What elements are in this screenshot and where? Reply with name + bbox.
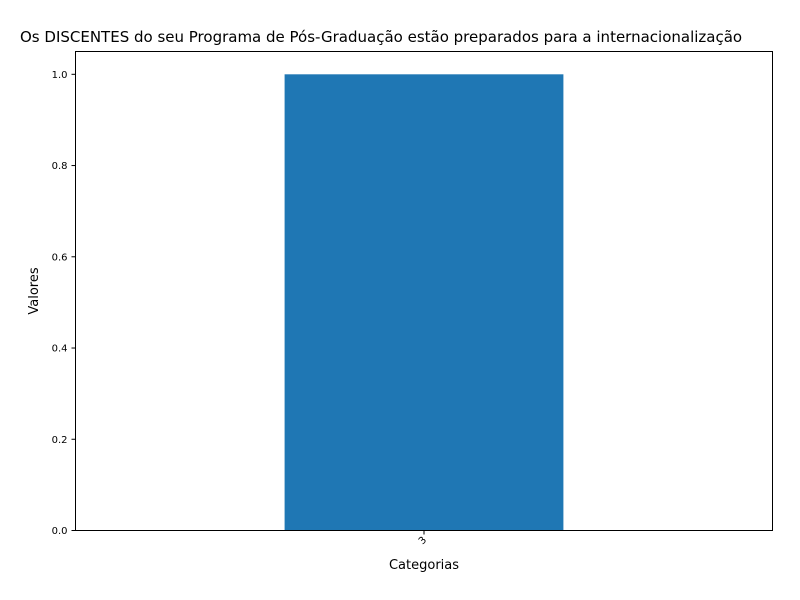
y-tick-label: 1.0 [52, 70, 68, 81]
chart-title: Os DISCENTES do seu Programa de Pós-Grad… [20, 28, 742, 46]
y-tick-label: 0.6 [52, 252, 68, 263]
y-tick-label: 0.8 [52, 161, 68, 172]
y-axis-label: Valores [27, 267, 42, 314]
plot-frame [75, 51, 773, 531]
y-tick-label: 0.4 [52, 344, 68, 355]
bar-3 [284, 74, 564, 531]
x-axis-label: Categorias [389, 558, 459, 573]
y-tick-label: 0.2 [52, 435, 68, 446]
bars-group [284, 74, 564, 531]
y-axis-ticks: 0.0 0.2 0.4 0.6 0.8 1.0 [52, 70, 76, 537]
y-tick-label: 0.0 [52, 526, 68, 537]
